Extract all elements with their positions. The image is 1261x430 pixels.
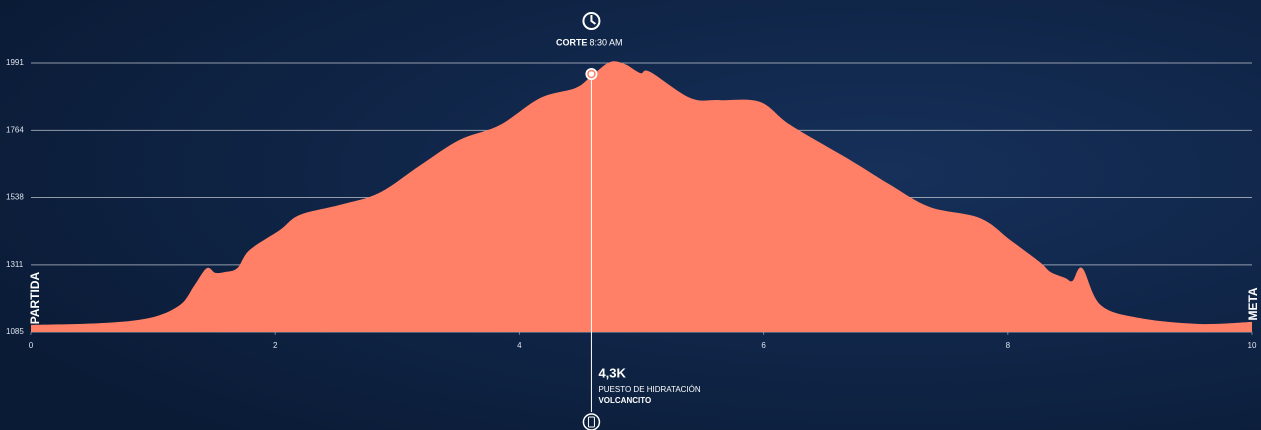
elevation-area — [31, 61, 1252, 332]
x-tick-label: 4 — [517, 341, 522, 350]
marker-dot-inner — [587, 69, 596, 79]
bottle-icon — [587, 416, 595, 428]
marker-station-name: VOLCANCITO — [598, 396, 651, 405]
clock-icon — [582, 12, 601, 30]
marker-time: 8:30 AM — [589, 37, 622, 47]
y-tick-label: 1764 — [6, 126, 24, 135]
marker-station-type: PUESTO DE HIDRATACIÓN — [598, 385, 700, 394]
start-label: PARTIDA — [28, 271, 42, 324]
water-icon — [582, 413, 601, 430]
y-tick-label: 1538 — [6, 193, 24, 202]
marker-distance: 4,3K — [598, 365, 626, 380]
x-tick-label: 2 — [273, 341, 278, 350]
y-tick-label: 1991 — [6, 58, 24, 67]
x-tick-label: 10 — [1248, 341, 1257, 350]
x-tick-label: 8 — [1006, 341, 1011, 350]
clock-hand — [590, 15, 597, 25]
y-tick-label: 1311 — [6, 260, 24, 269]
end-label: META — [1246, 287, 1260, 320]
y-tick-label: 1085 — [6, 327, 24, 336]
x-tick-label: 0 — [29, 341, 34, 350]
marker: CORTE 8:30 AM 4,3K PUESTO DE HIDRATACIÓN… — [556, 12, 701, 430]
marker-title: CORTE — [556, 37, 588, 47]
x-tick-label: 6 — [761, 341, 766, 350]
